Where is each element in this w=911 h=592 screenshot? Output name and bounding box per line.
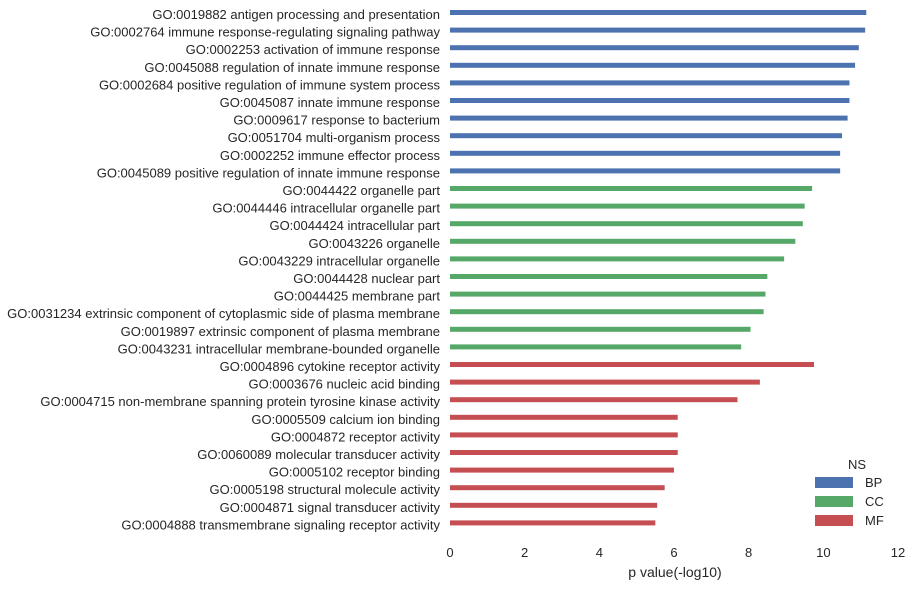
y-tick-labels: GO:0019882 antigen processing and presen…	[7, 7, 440, 532]
y-tick-label: GO:0044428 nuclear part	[293, 271, 440, 286]
legend-swatch	[815, 477, 853, 488]
y-tick-label: GO:0004872 receptor activity	[271, 429, 441, 444]
y-tick-label: GO:0004896 cytokine receptor activity	[220, 359, 441, 374]
bar	[450, 150, 841, 156]
y-tick-label: GO:0043231 intracellular membrane-bounde…	[118, 341, 440, 356]
y-tick-label: GO:0044424 intracellular part	[269, 218, 440, 233]
bar	[450, 221, 803, 227]
bar	[450, 274, 768, 279]
y-tick-label: GO:0002253 activation of immune response	[186, 42, 440, 57]
bar	[450, 432, 678, 438]
bars-layer	[450, 10, 867, 526]
y-tick-label: GO:0031234 extrinsic component of cytopl…	[7, 306, 440, 321]
bar	[450, 115, 848, 121]
y-tick-label: GO:0043226 organelle	[308, 236, 440, 251]
y-tick-label: GO:0044422 organelle part	[282, 183, 440, 198]
bar	[450, 326, 751, 332]
y-tick-label: GO:0005102 receptor binding	[269, 465, 440, 480]
y-tick-label: GO:0009617 response to bacterium	[233, 113, 440, 128]
y-tick-label: GO:0045088 regulation of innate immune r…	[144, 60, 440, 75]
bar	[450, 133, 842, 139]
y-tick-label: GO:0004888 transmembrane signaling recep…	[121, 517, 440, 532]
bar	[450, 10, 867, 15]
legend-label: MF	[865, 513, 884, 528]
bar	[450, 467, 674, 473]
y-tick-label: GO:0019882 antigen processing and presen…	[152, 7, 440, 22]
bar	[450, 168, 841, 174]
y-tick-label: GO:0004871 signal transducer activity	[220, 500, 441, 515]
bar	[450, 309, 764, 315]
bar	[450, 238, 796, 244]
y-tick-label: GO:0002684 positive regulation of immune…	[99, 77, 441, 92]
y-tick-label: GO:0044446 intracellular organelle part	[212, 201, 440, 216]
bar	[450, 520, 656, 526]
legend-label: CC	[865, 494, 884, 509]
bar	[450, 62, 856, 68]
bar	[450, 450, 678, 455]
bar	[450, 27, 866, 33]
y-tick-label: GO:0043229 intracellular organelle	[238, 253, 440, 268]
bar	[450, 80, 850, 86]
y-tick-label: GO:0004715 non-membrane spanning protein…	[40, 394, 440, 409]
legend-swatch	[815, 515, 853, 526]
y-tick-label: GO:0005509 calcium ion binding	[251, 412, 440, 427]
bar	[450, 45, 859, 51]
legend-title: NS	[848, 457, 866, 472]
bar	[450, 344, 742, 350]
y-tick-label: GO:0051704 multi-organism process	[228, 130, 441, 145]
x-tick-label: 8	[745, 545, 752, 560]
y-tick-label: GO:0003676 nucleic acid binding	[248, 377, 440, 392]
bar	[450, 203, 805, 209]
bar	[450, 256, 785, 262]
legend: NS BP CC MF	[815, 457, 884, 528]
x-tick-label: 12	[891, 545, 905, 560]
x-axis-title: p value(-log10)	[628, 564, 721, 580]
x-tick-label: 0	[446, 545, 453, 560]
bar	[450, 362, 814, 367]
y-tick-label: GO:0002252 immune effector process	[220, 148, 441, 163]
x-tick-label: 6	[670, 545, 677, 560]
x-tick-label: 10	[816, 545, 830, 560]
bar	[450, 414, 678, 420]
bar	[450, 379, 760, 385]
bar	[450, 291, 766, 297]
y-tick-label: GO:0019897 extrinsic component of plasma…	[121, 324, 440, 339]
x-tick-label: 2	[521, 545, 528, 560]
y-tick-label: GO:0044425 membrane part	[274, 289, 441, 304]
y-tick-label: GO:0002764 immune response-regulating si…	[90, 25, 440, 40]
bar	[450, 98, 850, 103]
y-tick-label: GO:0045089 positive regulation of innate…	[97, 165, 440, 180]
bar	[450, 485, 665, 491]
x-tick-label: 4	[596, 545, 603, 560]
bar	[450, 186, 813, 191]
y-tick-label: GO:0060089 molecular transducer activity	[197, 447, 440, 462]
bar	[450, 502, 658, 508]
legend-label: BP	[865, 475, 882, 490]
legend-swatch	[815, 496, 853, 507]
y-tick-label: GO:0045087 innate immune response	[220, 95, 440, 110]
x-tick-labels: 0 2 4 6 8 10 12	[446, 545, 905, 560]
y-tick-label: GO:0005198 structural molecule activity	[210, 482, 441, 497]
bar	[450, 397, 738, 403]
